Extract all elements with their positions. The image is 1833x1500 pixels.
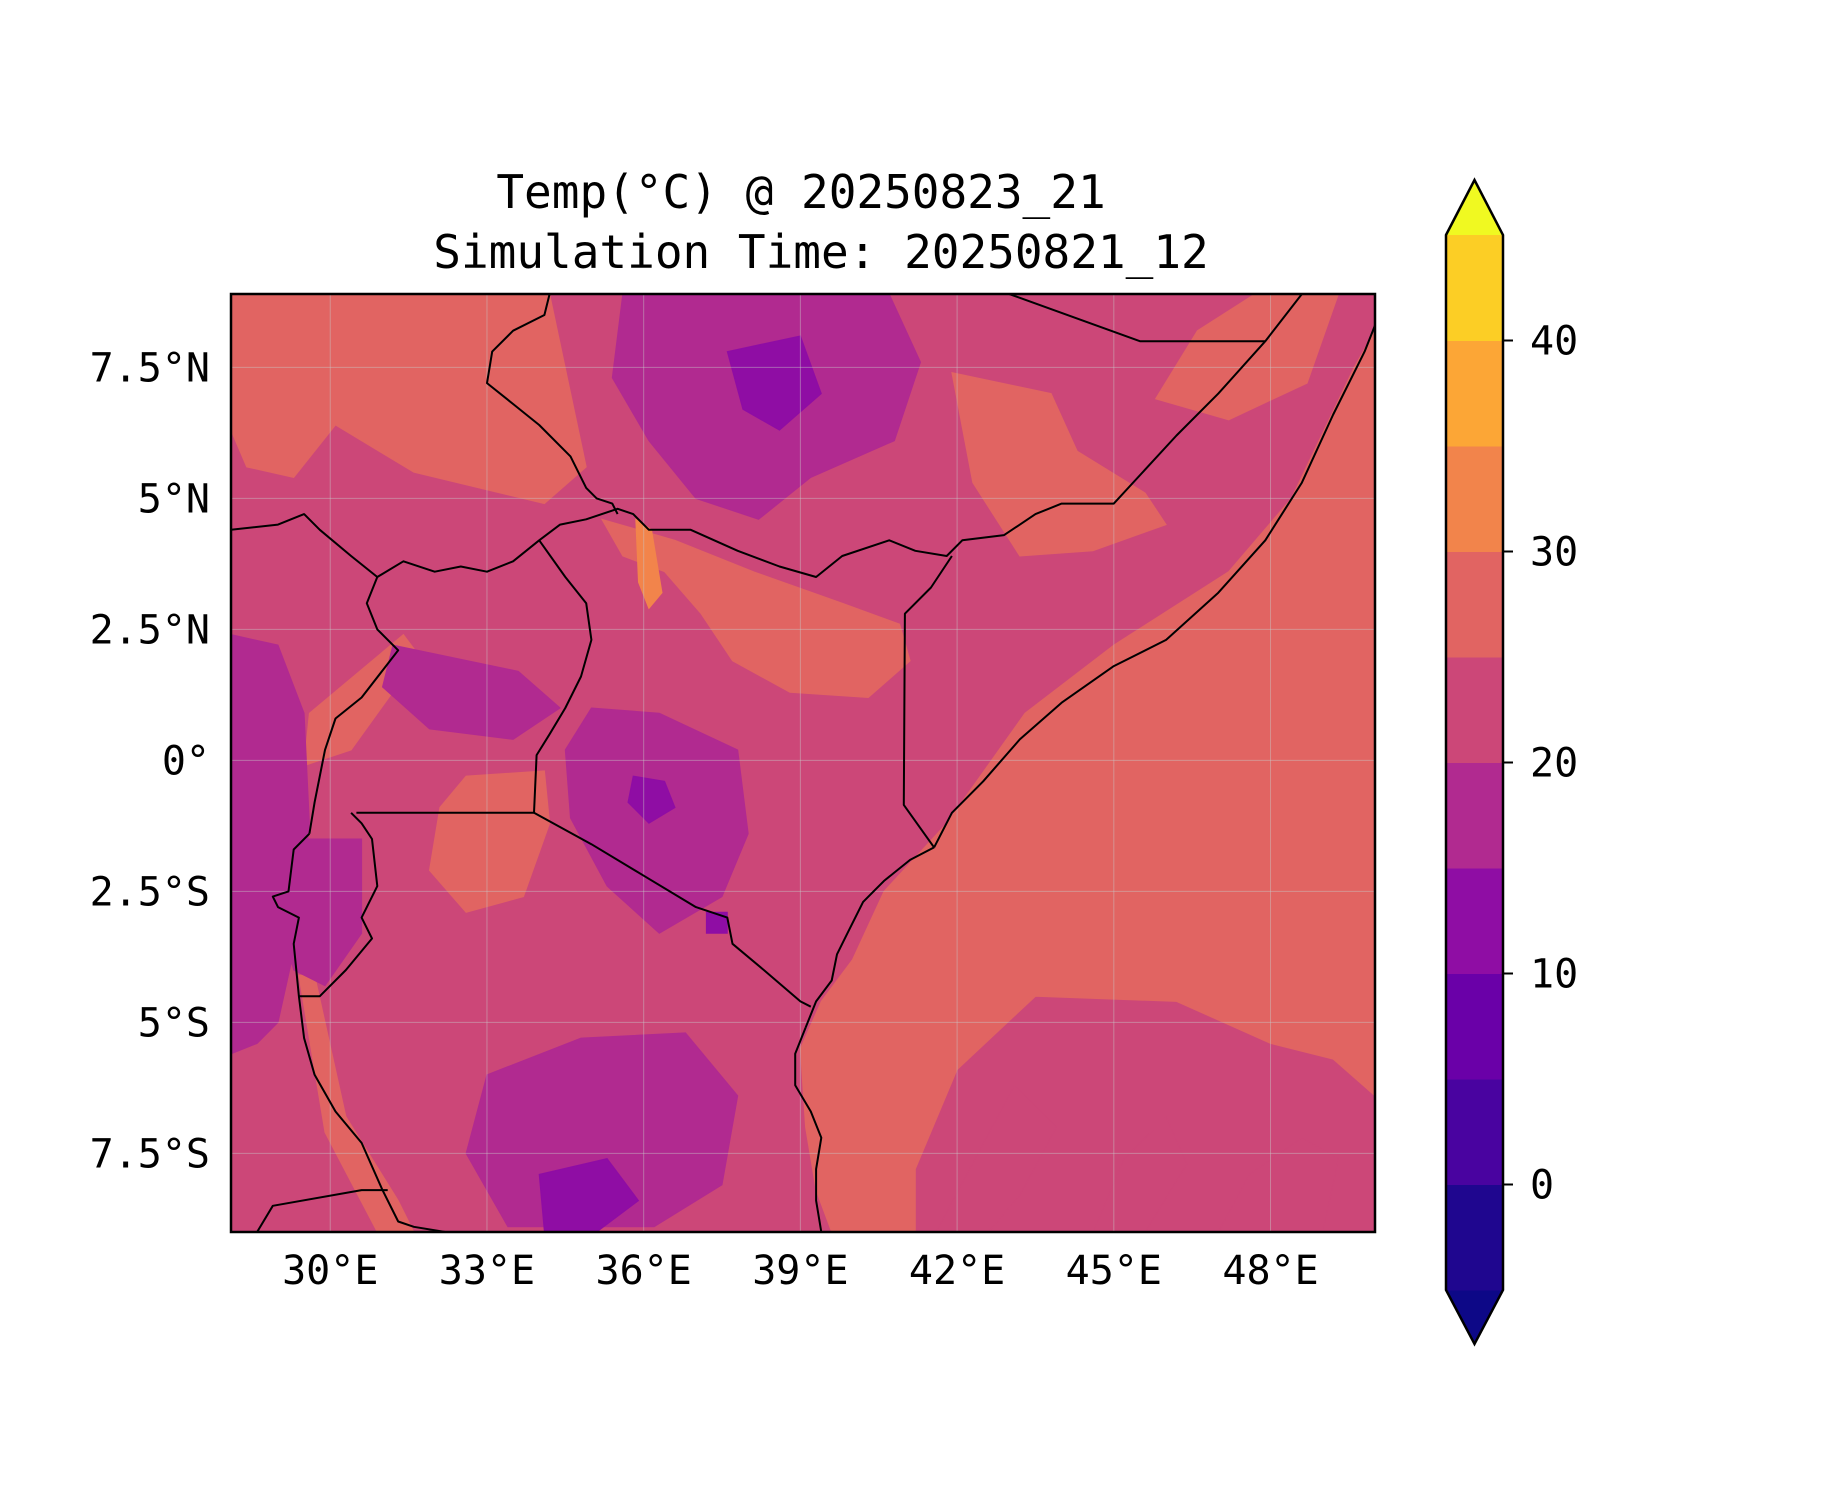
temperature-region-turkana-hot-spot — [635, 518, 663, 610]
border-uganda-drc — [308, 576, 400, 834]
colorbar-tick-label: 40 — [1530, 319, 1578, 365]
temperature-region-tanzania-lowland-warm — [428, 770, 551, 913]
x-tick-label: 30°E — [282, 1248, 378, 1294]
colorbar-over-extension — [1446, 180, 1503, 235]
temperature-region-ethiopian-highlands-cold — [726, 335, 822, 431]
colorbar-tick-label: 10 — [1530, 952, 1578, 998]
colorbar-block — [1446, 1184, 1503, 1291]
colorbar-block — [1446, 446, 1503, 552]
border-tanzania-coast — [794, 1027, 823, 1232]
colorbar-tick-label: 30 — [1530, 530, 1578, 576]
temperature-region-somali-north-warm — [1154, 294, 1339, 421]
longitude-tick-labels: 30°E 33°E 36°E 39°E 42°E 45°E 48°E — [282, 1248, 1319, 1294]
y-tick-label: 2.5°S — [90, 869, 210, 915]
y-tick-label: 0° — [162, 738, 210, 784]
border-rwanda-burundi-lakes — [271, 812, 379, 998]
temperature-region-uganda-central-cool — [381, 644, 561, 740]
temperature-region-ocean-cooler-tongue-1 — [935, 1084, 1058, 1232]
y-tick-label: 5°N — [138, 476, 210, 522]
temperature-region-tanzania-south-cool — [465, 1032, 739, 1228]
border-uganda-lake-line — [356, 539, 593, 814]
colorbar-blocks — [1444, 177, 1505, 1347]
x-tick-label: 33°E — [439, 1248, 535, 1294]
y-tick-label: 5°S — [138, 1000, 210, 1046]
latitude-tick-labels: 7.5°N 5°N 2.5°N 0° 2.5°S 5°S 7.5°S — [90, 345, 210, 1177]
gridlines — [231, 294, 1375, 1232]
colorbar-tick-labels: 0 10 20 30 40 — [1503, 319, 1578, 1209]
border-kenya-somalia — [902, 555, 953, 848]
x-tick-label: 42°E — [909, 1248, 1005, 1294]
temperature-region-kenya-lowland-warm — [600, 518, 911, 699]
colorbar-block — [1446, 551, 1503, 658]
temperature-region-tanganyika-warm-strip — [298, 974, 415, 1232]
temperature-region-kenya-highlands-cool — [564, 707, 749, 934]
colorbar-tick-label: 20 — [1530, 741, 1578, 787]
colorbar-tick-label: 0 — [1530, 1163, 1554, 1209]
colorbar: 0 10 20 30 40 — [1444, 177, 1578, 1347]
temperature-region-kenya-highlands-cold — [627, 775, 676, 824]
colorbar-block — [1446, 973, 1503, 1080]
temperature-region-indian-ocean-warm — [799, 329, 1375, 1232]
temperature-region-ocean-cooler-tongue-2 — [1092, 1115, 1188, 1232]
colorbar-block — [1446, 1079, 1503, 1185]
border-kenya-coast — [804, 846, 935, 1028]
colorbar-block — [1446, 868, 1503, 974]
colorbar-outline — [1444, 177, 1505, 1347]
chart-subtitle: Simulation Time: 20250821_12 — [433, 225, 1208, 279]
temperature-region-kilimanjaro-cold — [705, 911, 728, 934]
colorbar-under-extension — [1446, 1290, 1503, 1344]
colorbar-block — [1446, 762, 1503, 869]
y-tick-label: 7.5°S — [90, 1131, 210, 1177]
x-tick-label: 45°E — [1066, 1248, 1162, 1294]
colorbar-block — [1446, 657, 1503, 763]
x-tick-label: 36°E — [596, 1248, 692, 1294]
colorbar-block — [1446, 235, 1503, 341]
map-plot-area — [231, 294, 1375, 1232]
border-somalia-coast — [933, 325, 1375, 848]
temperature-region-ocean-cooler-tongue-3 — [1217, 1137, 1339, 1232]
temperature-region-somali-plateau-warm — [951, 371, 1167, 557]
temperature-region-tanzania-south-cold — [538, 1158, 640, 1232]
border-ethiopia-south-sudan — [486, 294, 619, 515]
chart-title: Temp(°C) @ 20250823_21 — [496, 165, 1105, 219]
colorbar-block — [1446, 340, 1503, 447]
y-tick-label: 7.5°N — [90, 345, 210, 391]
map-frame — [229, 292, 1377, 1234]
border-lake-tanganyika-east — [297, 996, 446, 1232]
country-borders — [231, 294, 1375, 1232]
border-eastern-africa-north — [231, 294, 1303, 578]
border-kenya-tanzania — [533, 811, 812, 1008]
x-tick-label: 48°E — [1222, 1248, 1318, 1294]
temperature-fill-layer — [231, 294, 1375, 1232]
border-ethiopia-somalia-north — [1008, 294, 1266, 343]
y-tick-label: 2.5°N — [90, 607, 210, 653]
x-tick-label: 39°E — [752, 1248, 848, 1294]
border-zambia-line — [256, 1189, 388, 1232]
